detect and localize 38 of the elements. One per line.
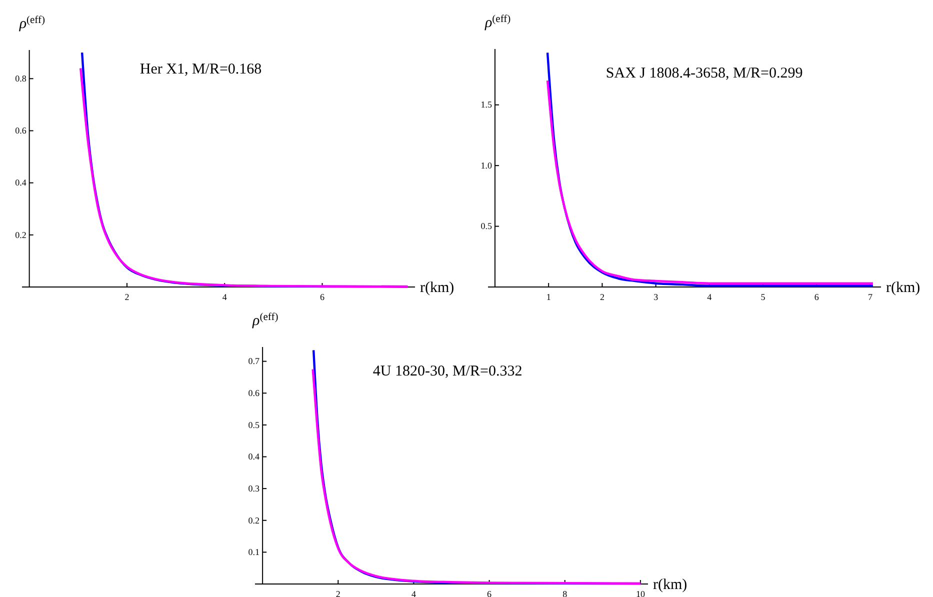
y-tick-label: 0.6 xyxy=(15,126,27,136)
x-tick-label: 4 xyxy=(411,588,416,597)
x-axis-title: r(km) xyxy=(420,280,454,296)
x-tick-label: 1 xyxy=(546,292,551,302)
y-tick-label: 0.2 xyxy=(15,230,26,240)
x-axis-title: r(km) xyxy=(653,577,688,593)
x-axis-title: r(km) xyxy=(886,280,920,296)
y-tick-label: 1.5 xyxy=(480,100,492,110)
x-tick-label: 6 xyxy=(320,292,325,302)
y-tick-label: 0.3 xyxy=(248,483,260,494)
x-tick-label: 2 xyxy=(600,292,604,302)
y-tick-label: 1.0 xyxy=(480,160,492,170)
x-tick-label: 2 xyxy=(336,588,340,597)
x-tick-label: 4 xyxy=(707,292,712,302)
y-tick-label: 0.6 xyxy=(248,388,260,398)
y-axis-title: ρ$^{(eff)}$ xyxy=(484,14,512,31)
y-axis-title: ρ$^{(eff)}$ xyxy=(252,312,279,329)
y-tick-label: 0.7 xyxy=(248,356,260,366)
y-tick-label: 0.4 xyxy=(248,452,260,462)
annotation: 4U 1820-30, M/R=0.332 xyxy=(372,363,522,380)
x-tick-label: 7 xyxy=(868,292,874,302)
y-tick-label: 0.4 xyxy=(15,178,27,188)
x-tick-label: 5 xyxy=(760,292,766,302)
y-tick-label: 0.2 xyxy=(248,515,260,526)
annotation: Her X1, M/R=0.168 xyxy=(140,62,262,78)
y-tick-label: 0.1 xyxy=(248,547,260,558)
x-tick-label: 6 xyxy=(814,292,820,302)
x-tick-label: 3 xyxy=(654,292,659,302)
y-tick-label: 0.5 xyxy=(480,221,492,232)
y-axis-title: ρ$^{(eff)}$ xyxy=(18,14,46,32)
x-tick-label: 6 xyxy=(487,588,492,597)
x-tick-label: 10 xyxy=(636,588,646,597)
y-tick-label: 0.5 xyxy=(248,420,260,430)
annotation: SAX J 1808.4-3658, M/R=0.299 xyxy=(606,66,803,82)
x-tick-label: 2 xyxy=(124,292,130,302)
y-tick-label: 0.8 xyxy=(15,74,27,84)
x-tick-label: 4 xyxy=(222,292,228,302)
x-tick-label: 8 xyxy=(562,588,568,597)
